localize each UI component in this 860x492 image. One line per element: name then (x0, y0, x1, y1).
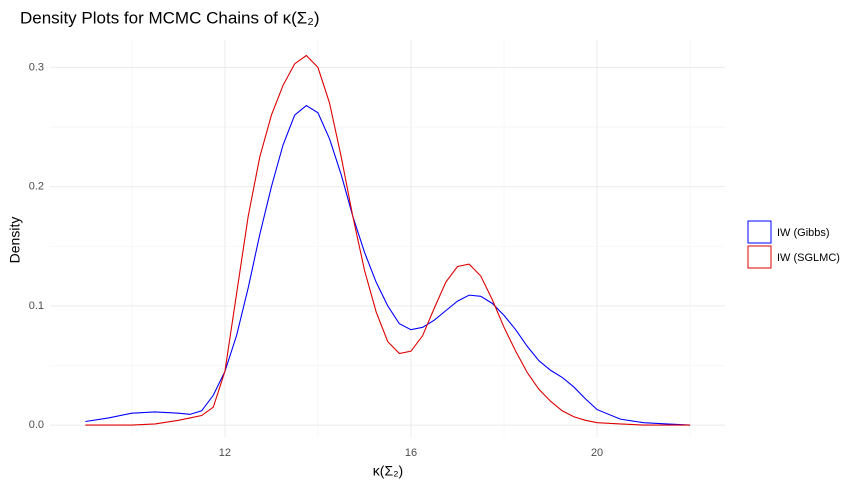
x-tick-label: 16 (405, 447, 417, 459)
x-tick-label: 12 (219, 447, 231, 459)
legend-swatch (747, 245, 772, 269)
density-line (85, 54, 691, 426)
y-tick-label: 0.2 (29, 181, 44, 193)
legend-swatch (747, 220, 772, 244)
legend-label: IW (Gibbs) (777, 227, 830, 239)
y-tick-label: 0.1 (29, 300, 44, 312)
chart-title: Density Plots for MCMC Chains of κ(Σ₂) (20, 8, 320, 27)
density-line (85, 104, 691, 426)
y-tick-label: 0.0 (29, 419, 44, 431)
y-tick-label: 0.3 (29, 61, 44, 73)
x-axis-title: κ(Σ₂) (373, 463, 403, 479)
legend-label: IW (SGLMC) (777, 252, 840, 264)
y-axis-title: Density (7, 217, 23, 264)
x-tick-label: 20 (591, 447, 603, 459)
